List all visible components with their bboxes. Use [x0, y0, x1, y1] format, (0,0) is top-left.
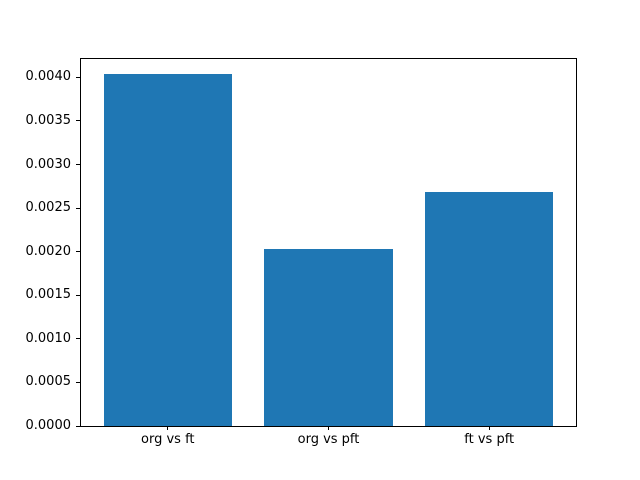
y-axis-tick-label: 0.0035 [25, 112, 72, 128]
y-axis-tick-mark [76, 425, 80, 427]
x-axis-tick-mark [488, 426, 490, 430]
x-axis-tick-label: ft vs pft [464, 432, 515, 447]
y-axis-tick-label: 0.0040 [25, 69, 72, 85]
bar-ft-vs-pft [424, 192, 554, 426]
y-axis-tick-label: 0.0015 [25, 287, 72, 303]
y-axis-tick-label: 0.0025 [25, 200, 72, 216]
y-axis-tick-label: 0.0010 [25, 330, 72, 346]
y-axis-tick-label: 0.0030 [25, 156, 72, 172]
y-axis-tick-mark [76, 251, 80, 253]
y-axis-tick-mark [76, 207, 80, 209]
x-axis-tick-mark [167, 426, 169, 430]
y-axis-tick-label: 0.0005 [25, 374, 72, 390]
y-axis-tick-label: 0.0020 [25, 243, 72, 259]
y-axis-tick-mark [76, 120, 80, 122]
y-axis-tick-mark [76, 76, 80, 78]
y-axis-tick-mark [76, 338, 80, 340]
x-axis-tick-mark [328, 426, 329, 430]
y-axis-tick-mark [76, 381, 80, 383]
bar-org-vs-pft [264, 249, 393, 426]
bar-org-vs-ft [103, 73, 233, 426]
y-axis-tick-label: 0.0000 [25, 418, 72, 433]
x-axis-tick-label: org vs pft [297, 432, 360, 447]
plot-area: 0.0000 0.0005 0.0010 0.0015 0.0020 0.0025 0.00… [26, 58, 577, 447]
y-axis-tick-mark [76, 294, 80, 296]
y-axis-tick-mark [76, 164, 80, 166]
x-axis-tick-label: org vs ft [141, 432, 195, 447]
